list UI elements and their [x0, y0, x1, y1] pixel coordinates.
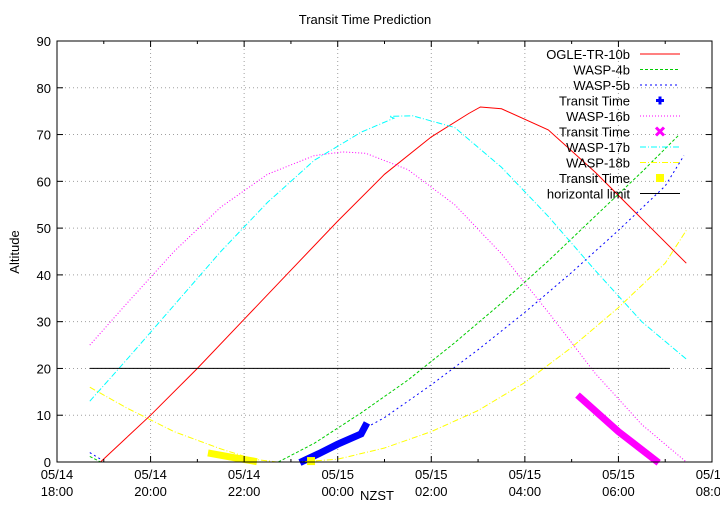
- transit-segment-wasp-5b: [298, 421, 371, 466]
- y-axis-label: Altitude: [7, 230, 22, 273]
- transit-segment-wasp-18b: [207, 449, 258, 466]
- x-tick-time: 00:00: [321, 484, 354, 499]
- y-tick-label: 60: [37, 174, 51, 189]
- x-tick-time: 08:00: [696, 484, 720, 499]
- y-tick-label: 70: [37, 128, 51, 143]
- legend-label: Transit Time: [559, 125, 630, 140]
- x-tick-date: 05/15: [509, 467, 542, 482]
- y-tick-label: 40: [37, 268, 51, 283]
- x-axis-label: NZST: [360, 488, 394, 503]
- x-tick-date: 05/15: [696, 467, 720, 482]
- x-tick-date: 05/15: [602, 467, 635, 482]
- chart-title: Transit Time Prediction: [299, 12, 431, 27]
- legend-label: OGLE-TR-10b: [546, 47, 630, 62]
- y-tick-label: 10: [37, 408, 51, 423]
- series-line-wasp-18b: [89, 230, 687, 463]
- series-line-wasp-5b: [300, 155, 685, 463]
- x-tick-time: 04:00: [509, 484, 542, 499]
- y-tick-label: 30: [37, 315, 51, 330]
- x-tick-time: 02:00: [415, 484, 448, 499]
- x-tick-date: 05/14: [134, 467, 167, 482]
- legend-cross-icon: [654, 126, 666, 137]
- x-tick-time: 20:00: [134, 484, 167, 499]
- y-tick-label: 80: [37, 81, 51, 96]
- series-line-wasp-5b: [89, 452, 102, 461]
- legend-label: WASP-17b: [566, 140, 630, 155]
- x-tick-date: 05/15: [321, 467, 354, 482]
- x-tick-date: 05/15: [415, 467, 448, 482]
- transit-marker-wasp-18b: [307, 457, 316, 466]
- series-line-wasp-16b: [89, 151, 687, 463]
- legend-label: WASP-18b: [566, 156, 630, 171]
- y-tick-label: 20: [37, 361, 51, 376]
- legend-label: WASP-16b: [566, 109, 630, 124]
- y-tick-label: 50: [37, 221, 51, 236]
- x-tick-time: 22:00: [228, 484, 261, 499]
- y-axis-ticks: 0 10 20 30 40 50 60 70 80 90: [37, 34, 712, 470]
- series-line-ogle-tr-10b: [100, 106, 687, 463]
- x-tick-date: 05/14: [228, 467, 261, 482]
- x-axis-ticks: 05/14 18:00 05/14 20:00 05/14 22:00 05/15 00:00…: [41, 41, 720, 499]
- legend-plus-icon: [656, 96, 664, 105]
- series-line-wasp-4b: [89, 455, 101, 463]
- legend-label: Transit Time: [559, 171, 630, 186]
- legend-label: WASP-5b: [573, 78, 630, 93]
- x-tick-time: 18:00: [41, 484, 74, 499]
- legend-label: horizontal limit: [547, 187, 630, 202]
- legend-label: Transit Time: [559, 94, 630, 109]
- series-line-wasp-17b: [89, 115, 687, 402]
- y-tick-label: 0: [44, 455, 51, 470]
- y-tick-label: 90: [37, 34, 51, 49]
- transit-segment-wasp-16b: [575, 392, 661, 466]
- legend-square-icon: [656, 174, 664, 182]
- series-layer: [89, 106, 687, 466]
- x-tick-time: 06:00: [602, 484, 635, 499]
- x-tick-date: 05/14: [41, 467, 74, 482]
- legend-label: WASP-4b: [573, 63, 630, 78]
